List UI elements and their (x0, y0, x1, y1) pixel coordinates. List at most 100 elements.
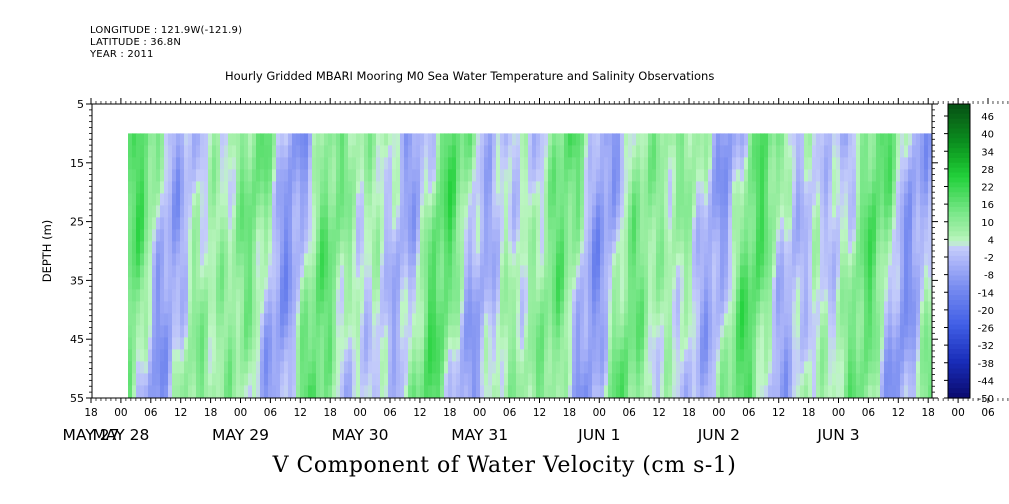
heatmap-cell (328, 277, 333, 290)
heatmap-cell (156, 229, 161, 242)
heatmap-cell (388, 265, 393, 278)
heatmap-cell (164, 265, 169, 278)
heatmap-cell (372, 289, 377, 302)
heatmap-cell (608, 373, 613, 386)
heatmap-cell (284, 313, 289, 326)
heatmap-cell (408, 157, 413, 170)
heatmap-cell (708, 217, 713, 230)
heatmap-cell (616, 373, 621, 386)
heatmap-cell (448, 349, 453, 362)
heatmap-cell (276, 361, 281, 374)
heatmap-cell (832, 313, 837, 326)
heatmap-cell (544, 349, 549, 362)
heatmap-cell (228, 385, 233, 398)
heatmap-cell (164, 349, 169, 362)
heatmap-cell (548, 397, 553, 398)
heatmap-cell (564, 325, 569, 338)
heatmap-cell (912, 361, 917, 374)
heatmap-cell (720, 361, 725, 374)
heatmap-cell (740, 217, 745, 230)
heatmap-cell (640, 361, 645, 374)
heatmap-cell (528, 385, 533, 398)
heatmap-cell (560, 253, 565, 266)
heatmap-cell (776, 385, 781, 398)
heatmap-cell (652, 253, 657, 266)
heatmap-cell (176, 145, 181, 158)
heatmap-cell (164, 217, 169, 230)
heatmap-cell (684, 301, 689, 314)
heatmap-cell (484, 337, 489, 350)
heatmap-cell (184, 373, 189, 386)
heatmap-cell (548, 373, 553, 386)
heatmap-cell (916, 193, 921, 206)
heatmap-cell (376, 265, 381, 278)
heatmap-cell (724, 349, 729, 362)
heatmap-cell (136, 397, 141, 398)
heatmap-cell (420, 325, 425, 338)
heatmap-cell (712, 205, 717, 218)
heatmap-cell (708, 325, 713, 338)
heatmap-cell (328, 349, 333, 362)
heatmap-cell (136, 169, 141, 182)
heatmap-cell (768, 349, 773, 362)
heatmap-cell (408, 145, 413, 158)
heatmap-cell (776, 313, 781, 326)
heatmap-cell (640, 181, 645, 194)
heatmap-cell (756, 241, 761, 254)
heatmap-cell (180, 157, 185, 170)
heatmap-cell (828, 373, 833, 386)
heatmap-cell (672, 193, 677, 206)
heatmap-cell (860, 373, 865, 386)
heatmap-cell (320, 277, 325, 290)
heatmap-cell (168, 349, 173, 362)
heatmap-cell (552, 325, 557, 338)
latitude-label: LATITUDE : 36.8N (90, 37, 182, 48)
heatmap-cell (432, 241, 437, 254)
heatmap-cell (688, 349, 693, 362)
heatmap-cell (200, 289, 205, 302)
heatmap-cell (852, 301, 857, 314)
heatmap-cell (208, 157, 213, 170)
heatmap-cell (688, 205, 693, 218)
heatmap-cell (452, 253, 457, 266)
heatmap-cell (296, 169, 301, 182)
heatmap-cell (484, 289, 489, 302)
heatmap-cell (636, 217, 641, 230)
heatmap-cell (220, 205, 225, 218)
heatmap-cell (624, 193, 629, 206)
heatmap-cell (388, 313, 393, 326)
heatmap-cell (672, 181, 677, 194)
heatmap-cell (804, 133, 809, 146)
heatmap-cell (520, 241, 525, 254)
heatmap-cell (736, 253, 741, 266)
heatmap-cell (560, 193, 565, 206)
heatmap-cell (688, 145, 693, 158)
heatmap-cell (156, 241, 161, 254)
heatmap-cell (608, 361, 613, 374)
heatmap-cell (532, 241, 537, 254)
heatmap-cell (456, 133, 461, 146)
heatmap-cell (152, 349, 157, 362)
heatmap-cell (132, 205, 137, 218)
heatmap-cell (440, 349, 445, 362)
heatmap-cell (540, 133, 545, 146)
heatmap-cell (588, 133, 593, 146)
heatmap-cell (320, 385, 325, 398)
heatmap-cell (760, 181, 765, 194)
heatmap-cell (688, 373, 693, 386)
heatmap-cell (904, 289, 909, 302)
heatmap-cell (560, 217, 565, 230)
heatmap-cell (904, 265, 909, 278)
heatmap-cell (884, 181, 889, 194)
heatmap-cell (128, 253, 133, 266)
heatmap-cell (548, 217, 553, 230)
heatmap-cell (388, 217, 393, 230)
heatmap-cell (428, 169, 433, 182)
heatmap-cell (168, 169, 173, 182)
heatmap-cell (792, 253, 797, 266)
heatmap-cell (224, 145, 229, 158)
x-hour-label: 00 (712, 407, 725, 419)
heatmap-cell (664, 205, 669, 218)
heatmap-cell (388, 205, 393, 218)
heatmap-cell (304, 157, 309, 170)
